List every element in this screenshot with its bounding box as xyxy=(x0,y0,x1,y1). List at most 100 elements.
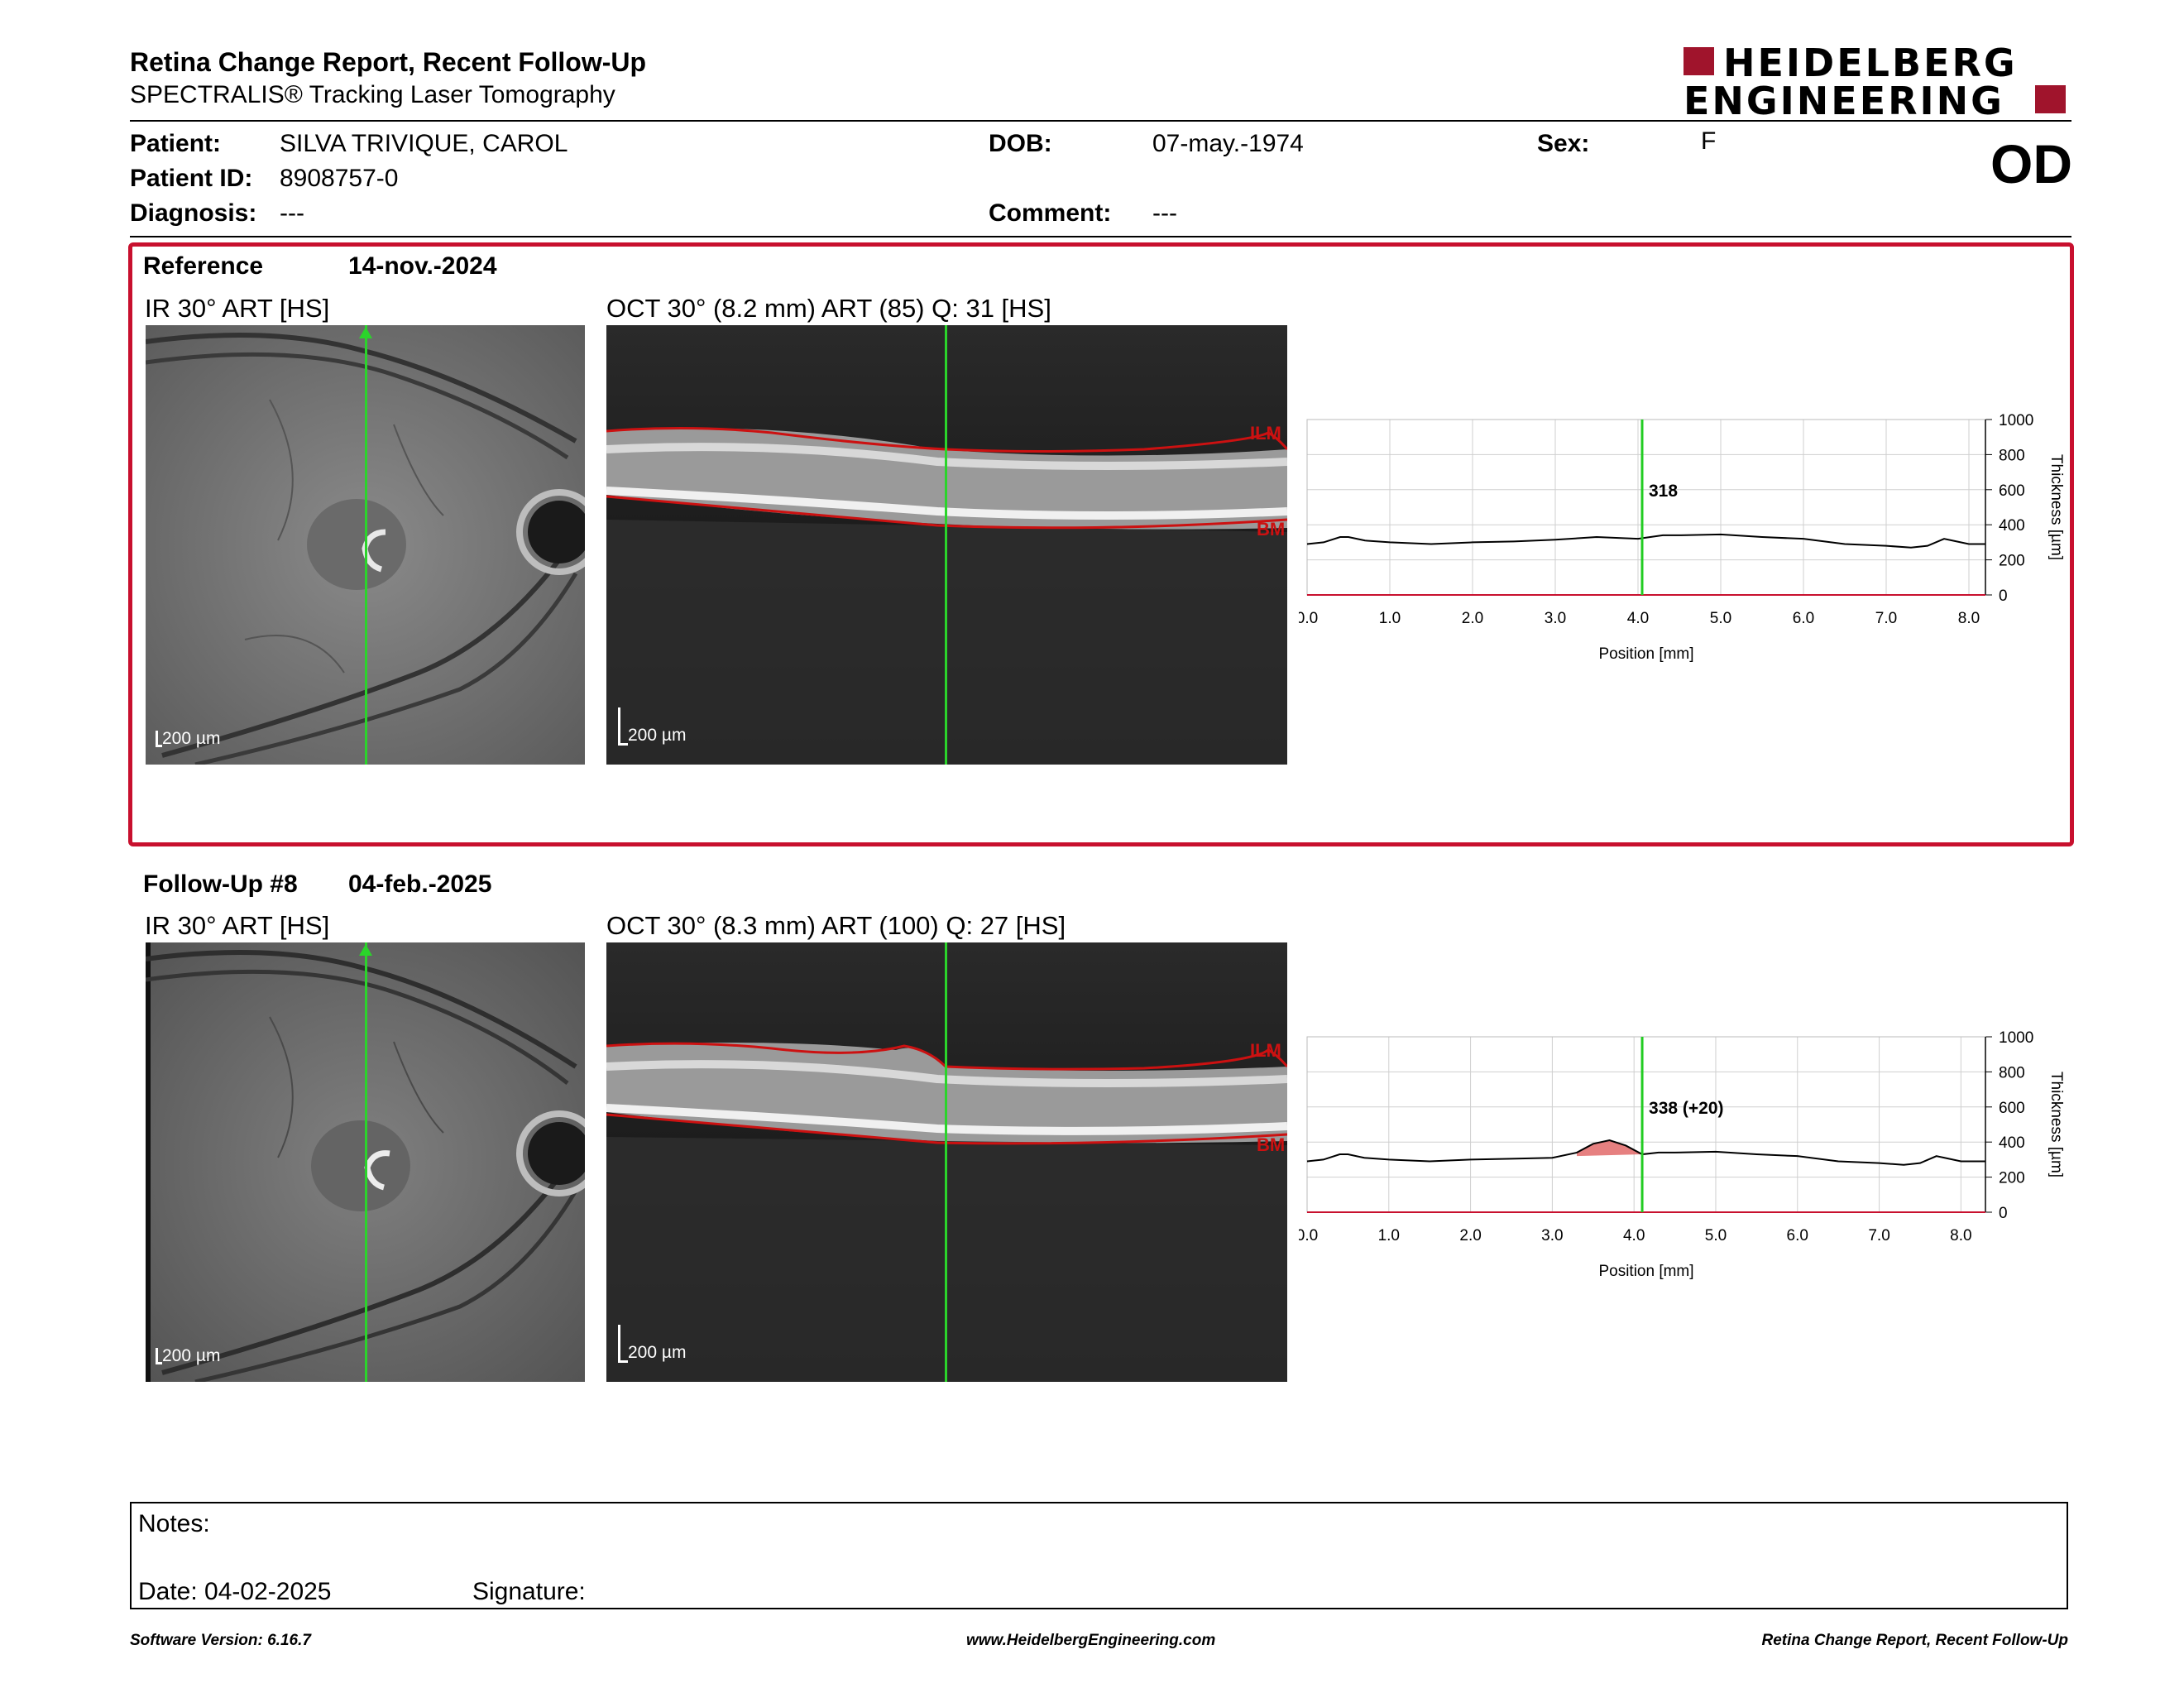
x-tick-label: 8.0 xyxy=(1950,1227,1971,1244)
thickness-line xyxy=(1306,1139,1985,1166)
followup-date: 04-feb.-2025 xyxy=(348,870,492,898)
sex-value: F xyxy=(1701,127,1717,155)
scan-line xyxy=(365,942,367,1382)
y-tick-label: 400 xyxy=(1999,1134,2025,1152)
dob-label: DOB: xyxy=(989,130,1052,157)
notes-box[interactable]: Notes: Date: 04-02-2025 Signature: xyxy=(130,1502,2068,1609)
ref-oct-title: OCT 30° (8.2 mm) ART (85) Q: 31 [HS] xyxy=(606,294,1051,323)
scale-bar: 200 µm xyxy=(156,1346,220,1366)
scan-position-line xyxy=(945,325,947,765)
patient-id-label: Patient ID: xyxy=(130,165,253,192)
diagnosis-label: Diagnosis: xyxy=(130,199,257,227)
x-tick-label: 7.0 xyxy=(1868,1227,1889,1244)
plot-frame xyxy=(1306,419,1986,596)
y-tick-label: 800 xyxy=(1999,447,2025,464)
bm-label: BM xyxy=(1257,519,1285,539)
ref-ir-title: IR 30° ART [HS] xyxy=(145,294,330,323)
signature-label: Signature: xyxy=(472,1578,586,1605)
fu-thickness-chart: 0.0 1.0 2.0 3.0 4.0 5.0 6.0 7.0 8.0 0 200 400 600 800… xyxy=(1299,1029,2065,1280)
notes-label: Notes: xyxy=(138,1510,210,1537)
reference-panel xyxy=(128,242,2074,846)
scale-text: 200 µm xyxy=(628,1343,687,1362)
x-tick-label: 5.0 xyxy=(1705,1227,1727,1244)
x-tick-label: 6.0 xyxy=(1787,1227,1808,1244)
fu-ir-title: IR 30° ART [HS] xyxy=(145,911,330,940)
report-subtitle: SPECTRALIS® Tracking Laser Tomography xyxy=(130,81,615,108)
footer-report-name: Retina Change Report, Recent Follow-Up xyxy=(1761,1632,2068,1649)
thickness-line xyxy=(1306,533,1985,549)
heidelberg-logo: HEIDELBERG ENGINEERING xyxy=(1684,41,2068,123)
y-tick-label: 1000 xyxy=(1999,1029,2033,1047)
x-tick-label: 1.0 xyxy=(1379,610,1401,627)
x-tick-label: 5.0 xyxy=(1710,610,1731,627)
comment-label: Comment: xyxy=(989,199,1112,227)
x-tick-label: 3.0 xyxy=(1541,1227,1563,1244)
logo-text-2: ENGINEERING xyxy=(1684,79,2004,123)
logo-block-icon xyxy=(2035,85,2066,113)
scale-bar: 200 µm xyxy=(618,707,686,746)
website-link[interactable]: www.HeidelbergEngineering.com xyxy=(966,1632,1216,1649)
patient-label: Patient: xyxy=(130,130,222,157)
y-tick-label: 1000 xyxy=(1999,412,2033,429)
x-tick-label: 2.0 xyxy=(1459,1227,1481,1244)
x-tick-label: 8.0 xyxy=(1958,610,1980,627)
arrow-up-icon xyxy=(359,327,372,338)
x-axis-label: Position [mm] xyxy=(1598,1263,1693,1280)
y-tick-label: 200 xyxy=(1999,1170,2025,1187)
diagnosis-value: --- xyxy=(280,199,304,227)
reference-label: Reference xyxy=(143,252,264,280)
y-axis-label: Thickness [µm] xyxy=(2048,454,2065,560)
y-tick-label: 800 xyxy=(1999,1064,2025,1081)
x-tick-label: 3.0 xyxy=(1545,610,1566,627)
report-title: Retina Change Report, Recent Follow-Up xyxy=(130,47,647,77)
x-tick-label: 6.0 xyxy=(1793,610,1814,627)
arrow-up-icon xyxy=(359,944,372,956)
header-divider xyxy=(130,120,2071,122)
logo-text-1: HEIDELBERG xyxy=(1723,41,2018,85)
y-axis-label: Thickness [µm] xyxy=(2048,1072,2065,1177)
followup-label: Follow-Up #8 xyxy=(143,870,298,898)
x-tick-label: 0.0 xyxy=(1299,1227,1318,1244)
ref-thickness-chart: 0.0 1.0 2.0 3.0 4.0 5.0 6.0 7.0 8.0 0 200 400 600 800… xyxy=(1299,412,2065,663)
x-tick-label: 4.0 xyxy=(1627,610,1649,627)
marker-value-label: 338 (+20) xyxy=(1649,1099,1723,1118)
logo-block-icon xyxy=(1684,47,1714,75)
y-tick-label: 0 xyxy=(1999,587,2008,605)
y-tick-label: 0 xyxy=(1999,1205,2008,1222)
fu-oct-bscan[interactable]: ILM BM 200 µm xyxy=(606,942,1287,1382)
sex-label: Sex: xyxy=(1537,130,1590,157)
ilm-label: ILM xyxy=(1250,1040,1281,1061)
ref-ir-fundus-image[interactable]: 200 µm xyxy=(146,325,585,765)
plot-frame xyxy=(1306,1036,1986,1213)
scale-text: 200 µm xyxy=(628,726,687,745)
scale-bar: 200 µm xyxy=(618,1325,686,1363)
software-version: Software Version: 6.16.7 xyxy=(130,1632,311,1649)
dob-value: 07-may.-1974 xyxy=(1152,130,1304,157)
date-label: Date: 04-02-2025 xyxy=(138,1578,332,1605)
patient-name: SILVA TRIVIQUE, CAROL xyxy=(280,130,568,157)
reference-date: 14-nov.-2024 xyxy=(348,252,497,280)
scale-text: 200 µm xyxy=(162,1346,221,1365)
y-tick-label: 200 xyxy=(1999,553,2025,570)
scale-bar: 200 µm xyxy=(156,729,220,749)
y-tick-label: 400 xyxy=(1999,517,2025,535)
x-tick-label: 0.0 xyxy=(1299,610,1318,627)
x-axis-label: Position [mm] xyxy=(1598,645,1693,663)
fu-ir-fundus-image[interactable]: 200 µm xyxy=(146,942,585,1382)
patient-id: 8908757-0 xyxy=(280,165,399,192)
fu-oct-title: OCT 30° (8.3 mm) ART (100) Q: 27 [HS] xyxy=(606,911,1066,940)
y-tick-label: 600 xyxy=(1999,1100,2025,1117)
marker-value-label: 318 xyxy=(1649,482,1678,501)
ilm-label: ILM xyxy=(1250,423,1281,444)
x-tick-label: 4.0 xyxy=(1623,1227,1645,1244)
ref-oct-bscan[interactable]: ILM BM 200 µm xyxy=(606,325,1287,765)
y-tick-label: 600 xyxy=(1999,482,2025,500)
bm-label: BM xyxy=(1257,1134,1285,1155)
scan-line xyxy=(365,325,367,765)
scan-position-line xyxy=(945,942,947,1382)
comment-value: --- xyxy=(1152,199,1177,227)
x-tick-label: 1.0 xyxy=(1378,1227,1400,1244)
x-tick-label: 7.0 xyxy=(1875,610,1897,627)
patient-divider xyxy=(130,236,2071,237)
eye-indicator: OD xyxy=(1990,133,2072,194)
